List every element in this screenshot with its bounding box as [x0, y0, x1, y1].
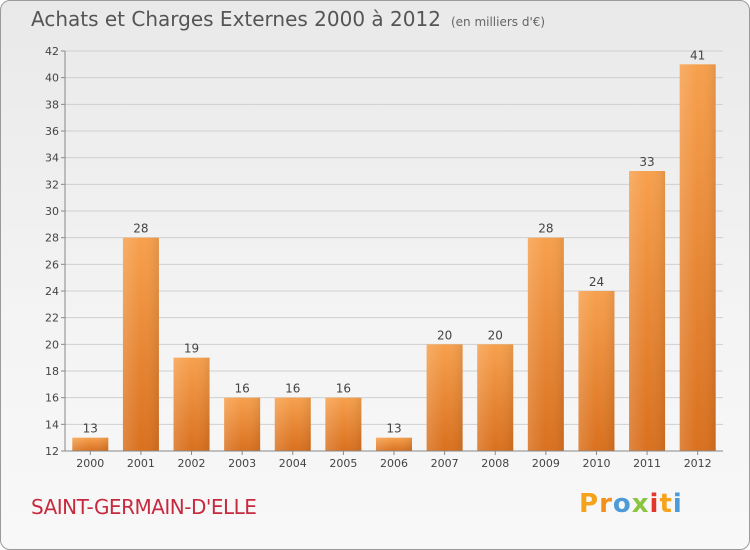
grid-lines [65, 50, 723, 452]
y-tick-label: 22 [45, 312, 59, 325]
data-label: 13 [386, 422, 401, 436]
commune-name: SAINT-GERMAIN-D'ELLE [31, 495, 257, 519]
y-tick-label: 24 [45, 285, 59, 298]
x-tick-label: 2010 [582, 457, 610, 470]
data-label: 20 [488, 328, 503, 342]
data-label: 28 [538, 222, 553, 236]
bar-shine [274, 397, 311, 451]
logo-letter: o [612, 489, 632, 519]
x-tick-label: 2000 [76, 457, 104, 470]
logo-letter: i [672, 489, 683, 519]
y-axis: 12 14 16 18 20 22 24 26 28 30 32 34 36 38 40 42 [45, 45, 66, 458]
logo-letter: t [659, 489, 673, 519]
bar-shine [376, 437, 412, 451]
x-tick-label: 2007 [431, 457, 459, 470]
data-label: 13 [83, 422, 98, 436]
y-tick-label: 42 [45, 45, 59, 58]
x-tick-label: 2009 [532, 457, 560, 470]
y-tick-label: 28 [45, 232, 59, 245]
title-text: Achats et Charges Externes 2000 à 2012 [31, 7, 441, 31]
x-tick-label: 2012 [684, 457, 712, 470]
x-tick-label: 2011 [633, 457, 661, 470]
x-tick-label: 2006 [380, 457, 408, 470]
x-tick-label: 2008 [481, 457, 509, 470]
logo-letter: x [631, 489, 650, 519]
y-tick-label: 12 [45, 445, 59, 458]
bar-shine [122, 237, 159, 451]
data-label: 16 [235, 382, 250, 396]
data-label: 20 [437, 328, 452, 342]
bars: 13 28 19 16 16 16 13 20 20 28 24 33 41 [72, 48, 716, 452]
y-tick-label: 30 [45, 205, 59, 218]
data-label: 41 [690, 48, 705, 62]
bar-shine [325, 397, 362, 451]
x-tick-label: 2004 [279, 457, 307, 470]
bar-shine [426, 344, 463, 451]
bar-shine [72, 437, 109, 451]
x-tick-label: 2002 [178, 457, 206, 470]
x-tick-label: 2001 [127, 457, 155, 470]
bar-shine [224, 397, 261, 451]
x-axis: 2000 2001 2002 2003 2004 2005 2006 2007 2008 2009… [65, 450, 723, 470]
x-tick-label: 2005 [329, 457, 357, 470]
y-tick-label: 18 [45, 365, 59, 378]
bar-shine [679, 64, 716, 452]
proxiti-logo: Proxiti [579, 489, 683, 519]
x-tick-label: 2003 [228, 457, 256, 470]
chart-title: Achats et Charges Externes 2000 à 2012 (e… [31, 7, 545, 31]
y-tick-label: 14 [45, 418, 59, 431]
y-tick-label: 40 [45, 72, 59, 85]
bar-shine [629, 171, 666, 451]
data-label: 33 [639, 155, 654, 169]
logo-letter: r [599, 489, 613, 519]
y-tick-label: 32 [45, 178, 59, 191]
data-label: 24 [589, 275, 604, 289]
y-tick-label: 20 [45, 338, 59, 351]
logo-letter: P [579, 489, 600, 519]
logo-letter: i [649, 489, 660, 519]
y-tick-label: 34 [45, 152, 59, 165]
bar-shine [477, 344, 514, 451]
y-tick-label: 36 [45, 125, 59, 138]
data-label: 28 [133, 222, 148, 236]
bar-shine [578, 291, 615, 451]
data-label: 16 [336, 382, 351, 396]
bar-shine [527, 237, 564, 451]
bar-shine [173, 357, 210, 451]
y-tick-label: 16 [45, 392, 59, 405]
chart-subtitle: (en milliers d'€) [450, 15, 546, 29]
data-label: 19 [184, 342, 199, 356]
data-label: 16 [285, 382, 300, 396]
y-tick-label: 38 [45, 98, 59, 111]
y-tick-label: 26 [45, 258, 59, 271]
